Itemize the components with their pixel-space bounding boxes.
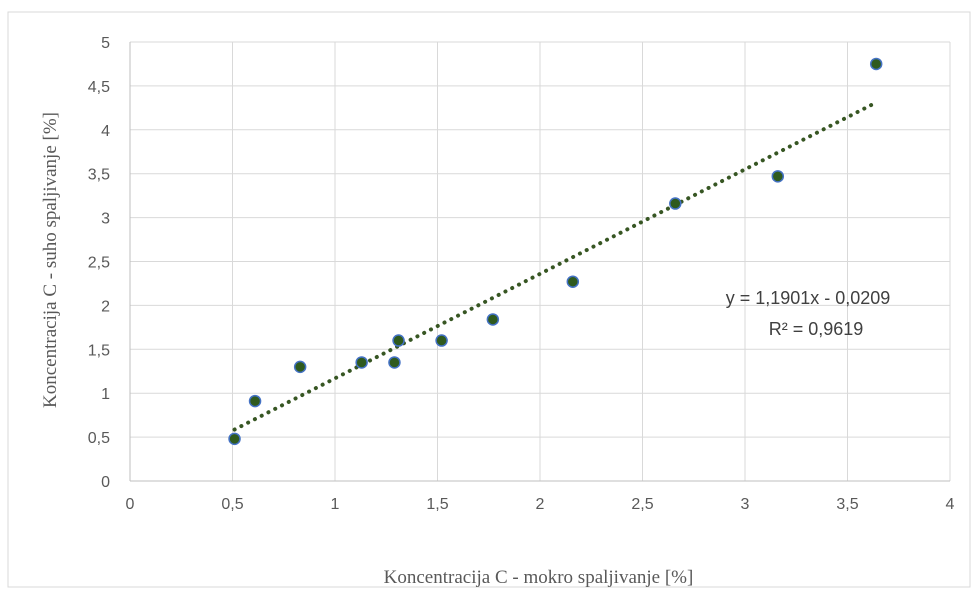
- y-tick-label: 0,5: [88, 430, 110, 447]
- data-point: [388, 356, 401, 369]
- x-tick-label: 3,5: [836, 496, 858, 513]
- x-tick-label: 2: [536, 496, 545, 513]
- trendline-equation: y = 1,1901x - 0,0209: [726, 288, 891, 308]
- y-tick-label: 1: [101, 386, 110, 403]
- y-axis-title: Koncentracija C - suho spaljivanje [%]: [40, 112, 61, 408]
- x-tick-label: 0: [126, 496, 135, 513]
- x-tick-label: 3: [741, 496, 750, 513]
- gridlines: [130, 41, 951, 481]
- x-tick-label: 0,5: [221, 496, 243, 513]
- y-tick-label: 5: [101, 35, 110, 52]
- x-axis-title: Koncentracija C - mokro spaljivanje [%]: [384, 567, 694, 588]
- axes: [129, 42, 950, 482]
- data-point: [869, 57, 883, 71]
- data-point: [355, 356, 368, 369]
- y-tick-label: 4: [101, 123, 110, 140]
- data-point: [228, 432, 241, 446]
- x-tick-label: 1,5: [426, 496, 448, 513]
- x-tick-label: 4: [946, 496, 955, 513]
- data-point: [486, 313, 500, 326]
- y-tick-label: 3,5: [88, 167, 110, 184]
- x-tick-label: 1: [331, 496, 340, 513]
- trendline-r2: R² = 0,9619: [769, 319, 864, 339]
- x-tick-label: 2,5: [631, 496, 653, 513]
- data-point: [669, 197, 682, 210]
- data-point: [771, 170, 785, 183]
- y-tick-label: 4,5: [88, 79, 110, 96]
- trendline-path: [232, 100, 879, 432]
- data-point: [566, 275, 580, 288]
- y-tick-label: 3: [101, 211, 110, 228]
- x-tick-labels: 0 0,5 1 1,5 2 2,5 3 3,5 4: [126, 496, 955, 513]
- chart-border: [7, 11, 971, 588]
- trendline: [232, 100, 879, 432]
- data-point: [248, 394, 262, 408]
- y-tick-label: 0: [101, 474, 110, 491]
- data-points: [228, 57, 883, 446]
- y-tick-labels: 0 0,5 1 1,5 2 2,5 3 3,5 4 4,5 5: [88, 35, 110, 491]
- data-point: [293, 360, 307, 374]
- data-point: [392, 334, 405, 347]
- y-tick-label: 2: [101, 298, 110, 315]
- y-tick-label: 2,5: [88, 255, 110, 272]
- y-tick-label: 1,5: [88, 342, 110, 359]
- data-point: [435, 334, 448, 347]
